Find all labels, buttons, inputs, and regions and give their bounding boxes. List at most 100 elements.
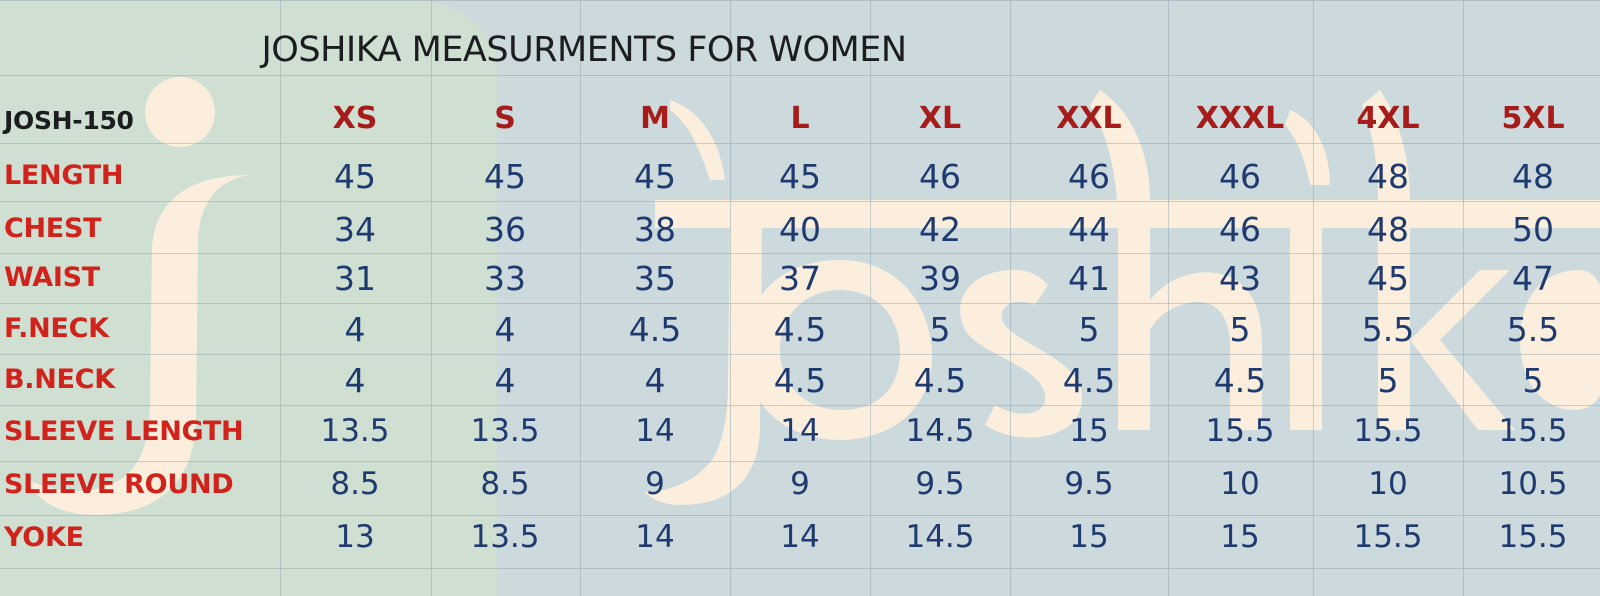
measurement-value: 31	[334, 259, 376, 298]
measurement-value: 15	[1069, 413, 1109, 449]
row-divider	[0, 303, 1600, 304]
row-divider	[0, 515, 1600, 516]
measurement-value: 45	[1367, 259, 1409, 298]
row-divider	[0, 405, 1600, 406]
measurement-value: 9.5	[1064, 466, 1114, 502]
measurement-value: 5.5	[1506, 310, 1560, 349]
measurement-value: 5	[1522, 361, 1544, 400]
measurement-value: 14.5	[905, 413, 975, 449]
measurement-value: 8.5	[480, 466, 530, 502]
measurement-value: 4.5	[773, 310, 827, 349]
measurement-value: 4	[494, 310, 516, 349]
size-header: 5XL	[1501, 101, 1565, 136]
measurement-value: 14	[635, 519, 675, 555]
row-divider	[0, 143, 1600, 144]
row-divider	[0, 568, 1600, 569]
measurement-value: 13.5	[470, 519, 540, 555]
measurement-value: 42	[919, 210, 961, 249]
measurement-value: 40	[779, 210, 821, 249]
measurement-value: 9	[645, 466, 665, 502]
measurement-value: 13.5	[320, 413, 390, 449]
measurement-value: 46	[1068, 157, 1110, 196]
measurement-value: 14	[780, 413, 820, 449]
measurement-value: 4	[344, 310, 366, 349]
row-divider	[0, 253, 1600, 254]
measurement-value: 45	[634, 157, 676, 196]
measurement-value: 45	[334, 157, 376, 196]
measurement-value: 48	[1512, 157, 1554, 196]
column-divider	[1313, 0, 1314, 596]
row-divider	[0, 354, 1600, 355]
measurement-value: 15.5	[1353, 519, 1423, 555]
measurement-value: 5.5	[1361, 310, 1415, 349]
size-header: M	[640, 101, 670, 136]
column-divider	[280, 0, 281, 596]
size-header: 4XL	[1356, 101, 1420, 136]
row-divider	[0, 75, 1600, 76]
chart-title: JOSHIKA MEASURMENTS FOR WOMEN	[261, 30, 907, 70]
measurement-value: 46	[1219, 157, 1261, 196]
measurement-value: 15	[1220, 519, 1260, 555]
measurement-value: 50	[1512, 210, 1554, 249]
measurement-label: WAIST	[4, 262, 100, 293]
measurement-label: LENGTH	[4, 160, 124, 191]
measurement-value: 33	[484, 259, 526, 298]
measurement-value: 13	[335, 519, 375, 555]
measurement-value: 5	[1229, 310, 1251, 349]
measurement-value: 4.5	[913, 361, 967, 400]
size-header: XL	[918, 101, 962, 136]
measurement-value: 46	[1219, 210, 1261, 249]
column-divider	[1010, 0, 1011, 596]
measurement-value: 10	[1220, 466, 1260, 502]
measurement-label: YOKE	[4, 522, 84, 553]
measurement-value: 48	[1367, 157, 1409, 196]
size-header: S	[494, 101, 516, 136]
measurement-label: F.NECK	[4, 313, 109, 344]
measurement-value: 9	[790, 466, 810, 502]
measurement-label: CHEST	[4, 213, 102, 244]
background-blue-panel	[497, 0, 1600, 596]
measurement-label: SLEEVE LENGTH	[4, 416, 244, 447]
row-divider	[0, 0, 1600, 1]
measurement-value: 4.5	[773, 361, 827, 400]
measurement-value: 13.5	[470, 413, 540, 449]
row-divider	[0, 461, 1600, 462]
measurement-value: 15.5	[1498, 519, 1568, 555]
measurement-value: 14	[780, 519, 820, 555]
column-divider	[1463, 0, 1464, 596]
measurement-value: 14.5	[905, 519, 975, 555]
measurement-value: 36	[484, 210, 526, 249]
measurement-value: 14	[635, 413, 675, 449]
measurement-value: 4	[644, 361, 666, 400]
measurement-value: 5	[929, 310, 951, 349]
row-divider	[0, 201, 1600, 202]
background-green-panel	[0, 0, 505, 596]
measurement-value: 15.5	[1205, 413, 1275, 449]
column-divider	[1168, 0, 1169, 596]
measurement-value: 5	[1377, 361, 1399, 400]
measurement-value: 34	[334, 210, 376, 249]
size-header: XXL	[1056, 101, 1122, 136]
column-divider	[431, 0, 432, 596]
measurement-value: 4.5	[628, 310, 682, 349]
measurement-label: SLEEVE ROUND	[4, 469, 234, 500]
measurement-value: 15.5	[1353, 413, 1423, 449]
measurement-value: 4.5	[1213, 361, 1267, 400]
measurement-value: 4.5	[1062, 361, 1116, 400]
measurement-value: 38	[634, 210, 676, 249]
measurement-value: 15.5	[1498, 413, 1568, 449]
measurement-value: 41	[1068, 259, 1110, 298]
column-divider	[730, 0, 731, 596]
measurement-value: 10.5	[1498, 466, 1568, 502]
measurement-value: 5	[1078, 310, 1100, 349]
measurement-value: 45	[779, 157, 821, 196]
style-code: JOSH-150	[4, 106, 134, 135]
column-divider	[870, 0, 871, 596]
measurement-value: 48	[1367, 210, 1409, 249]
measurement-value: 15	[1069, 519, 1109, 555]
size-header: XXXL	[1195, 101, 1285, 136]
measurement-label: B.NECK	[4, 364, 115, 395]
measurement-value: 4	[344, 361, 366, 400]
measurement-value: 8.5	[330, 466, 380, 502]
